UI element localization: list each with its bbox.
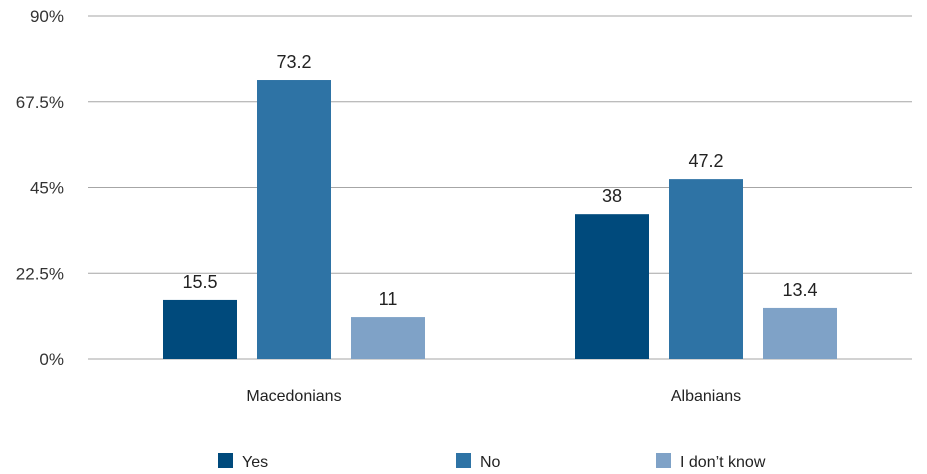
data-label: 38 xyxy=(602,186,622,206)
y-tick-label: 0% xyxy=(39,350,64,369)
data-label: 73.2 xyxy=(276,52,311,72)
bar xyxy=(257,80,331,359)
category-label: Macedonians xyxy=(246,388,341,405)
data-label: 13.4 xyxy=(782,280,817,300)
y-axis-tick-labels: 0% 22.5% 45% 67.5% 90% xyxy=(16,7,64,369)
bar xyxy=(163,299,237,359)
legend-label: I don’t know xyxy=(680,454,766,471)
data-label: 47.2 xyxy=(688,151,723,171)
data-label: 15.5 xyxy=(182,272,217,292)
y-tick-label: 67.5% xyxy=(16,93,64,112)
bar xyxy=(763,307,837,359)
y-tick-label: 22.5% xyxy=(16,264,64,283)
bars xyxy=(163,80,837,359)
legend: Yes No I don’t know xyxy=(218,453,766,471)
y-tick-label: 45% xyxy=(30,179,64,198)
data-label: 11 xyxy=(379,289,398,309)
y-tick-label: 90% xyxy=(30,7,64,26)
legend-swatch xyxy=(218,453,233,468)
legend-swatch xyxy=(656,453,671,468)
data-labels: 15.5 73.2 11 38 47.2 13.4 xyxy=(182,52,817,309)
bar xyxy=(669,179,743,359)
legend-swatch xyxy=(456,453,471,468)
bar xyxy=(575,214,649,359)
legend-label: Yes xyxy=(242,454,268,471)
bar xyxy=(351,317,425,359)
category-label: Albanians xyxy=(671,388,741,405)
category-labels: Macedonians Albanians xyxy=(246,388,741,405)
legend-label: No xyxy=(480,454,501,471)
